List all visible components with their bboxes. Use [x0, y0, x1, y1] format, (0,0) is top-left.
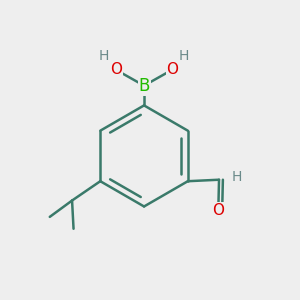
Text: O: O [166, 62, 178, 77]
Text: H: H [99, 50, 109, 63]
Text: B: B [138, 77, 150, 95]
Text: H: H [232, 170, 242, 184]
Text: H: H [179, 50, 189, 63]
Text: O: O [212, 203, 224, 218]
Text: O: O [110, 62, 122, 77]
